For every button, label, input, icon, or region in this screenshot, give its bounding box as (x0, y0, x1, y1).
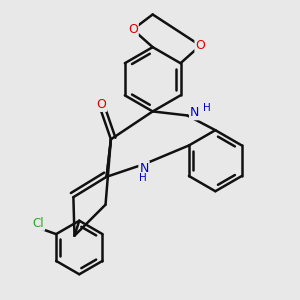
Text: N: N (190, 106, 200, 119)
Text: H: H (139, 173, 147, 183)
Text: Cl: Cl (33, 217, 44, 230)
Text: O: O (195, 39, 205, 52)
Text: O: O (96, 98, 106, 111)
Text: O: O (128, 23, 138, 36)
Text: N: N (139, 162, 149, 175)
Text: H: H (202, 103, 210, 113)
